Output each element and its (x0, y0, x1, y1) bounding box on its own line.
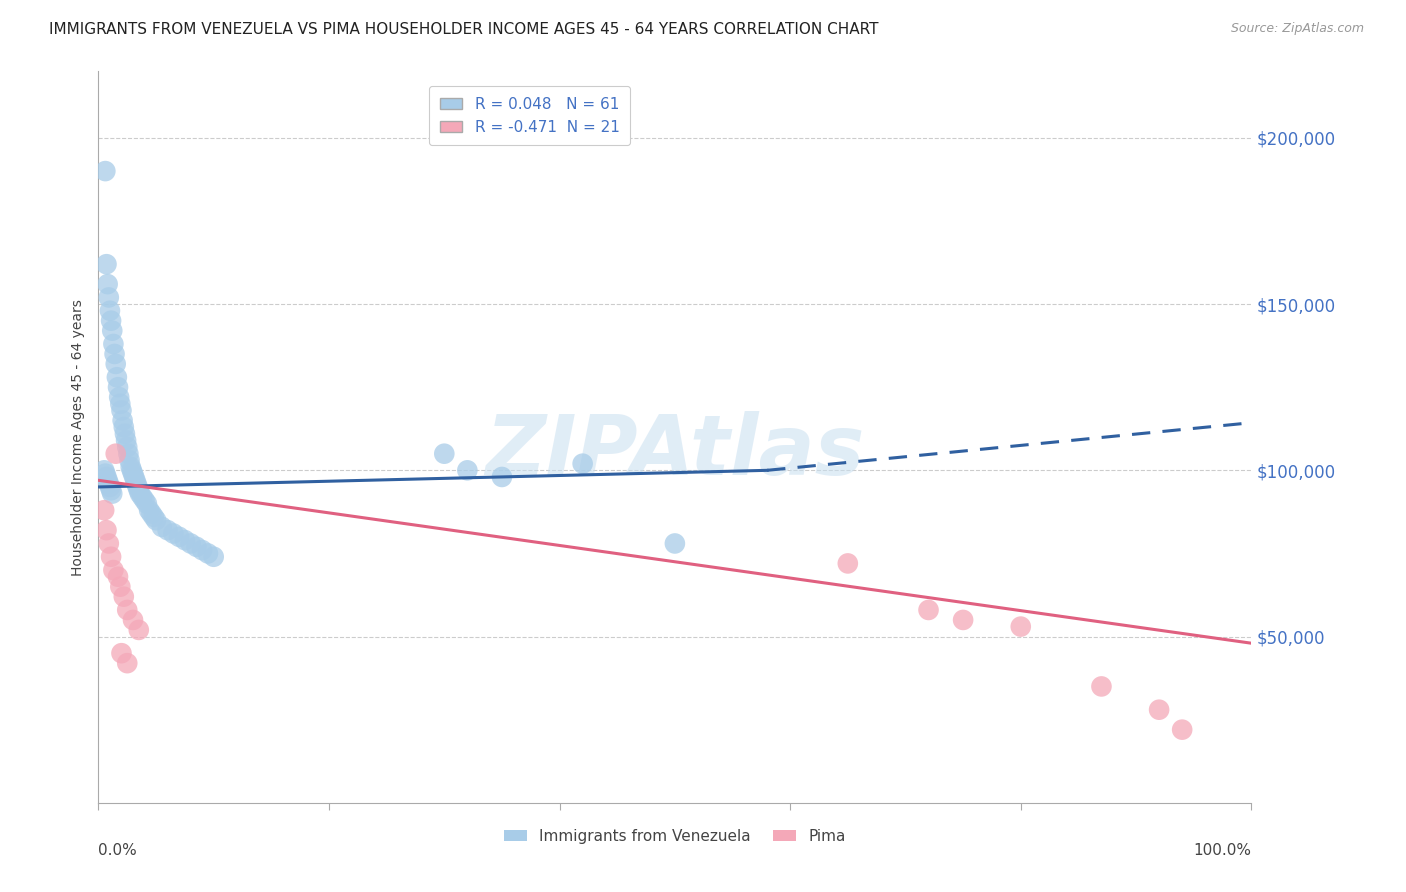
Point (93, 503, 115, 517)
Point (94, 164, 117, 178)
Point (120, 460, 142, 475)
Text: 100.0%: 100.0% (1194, 843, 1251, 858)
Point (112, 420, 135, 434)
Point (202, 549, 225, 564)
Point (433, 447, 456, 461)
Point (186, 540, 208, 554)
Text: ZIPAtlas: ZIPAtlas (485, 411, 865, 492)
Point (110, 646, 132, 660)
Point (837, 557, 859, 571)
Point (117, 447, 139, 461)
Legend: Immigrants from Venezuela, Pima: Immigrants from Venezuela, Pima (498, 822, 852, 850)
Point (98, 303, 121, 318)
Point (110, 403, 132, 417)
Point (101, 486, 124, 500)
Text: Source: ZipAtlas.com: Source: ZipAtlas.com (1230, 22, 1364, 36)
Point (117, 440, 139, 454)
Point (174, 533, 197, 548)
Text: 0.0%: 0.0% (98, 843, 138, 858)
Point (114, 426, 136, 441)
Point (917, 603, 939, 617)
Point (117, 603, 139, 617)
Point (97, 473, 120, 487)
Point (96, 470, 118, 484)
Point (97, 476, 120, 491)
Point (127, 480, 149, 494)
Point (103, 563, 125, 577)
Point (100, 483, 122, 498)
Point (101, 324, 124, 338)
Y-axis label: Householder Income Ages 45 - 64 years: Householder Income Ages 45 - 64 years (70, 299, 84, 575)
Point (108, 390, 131, 404)
Point (112, 590, 135, 604)
Point (118, 453, 141, 467)
Point (491, 470, 513, 484)
Point (110, 580, 132, 594)
Point (122, 613, 145, 627)
Point (142, 509, 165, 524)
Point (1147, 703, 1170, 717)
Point (107, 570, 129, 584)
Point (138, 503, 160, 517)
Point (103, 337, 125, 351)
Point (100, 549, 122, 564)
Point (150, 520, 173, 534)
Point (129, 486, 152, 500)
Point (96, 257, 118, 271)
Point (122, 467, 145, 481)
Point (456, 463, 478, 477)
Point (96, 523, 118, 537)
Point (111, 413, 134, 427)
Point (141, 507, 163, 521)
Point (128, 623, 150, 637)
Point (107, 380, 129, 394)
Point (103, 347, 125, 361)
Text: IMMIGRANTS FROM VENEZUELA VS PIMA HOUSEHOLDER INCOME AGES 45 - 64 YEARS CORRELAT: IMMIGRANTS FROM VENEZUELA VS PIMA HOUSEH… (49, 22, 879, 37)
Point (104, 447, 127, 461)
Point (105, 370, 128, 384)
Point (97, 536, 120, 550)
Point (134, 493, 156, 508)
Point (197, 546, 219, 560)
Point (94, 467, 117, 481)
Point (125, 476, 148, 491)
Point (1171, 723, 1194, 737)
Point (180, 536, 202, 550)
Point (110, 397, 132, 411)
Point (952, 613, 974, 627)
Point (124, 473, 146, 487)
Point (98, 480, 121, 494)
Point (135, 497, 157, 511)
Point (104, 357, 127, 371)
Point (115, 434, 138, 448)
Point (664, 536, 686, 550)
Point (93, 463, 115, 477)
Point (122, 470, 145, 484)
Point (167, 530, 190, 544)
Point (162, 526, 184, 541)
Point (100, 314, 122, 328)
Point (156, 523, 179, 537)
Point (117, 656, 139, 670)
Point (97, 277, 120, 292)
Point (1010, 619, 1032, 633)
Point (121, 463, 143, 477)
Point (145, 513, 167, 527)
Point (131, 490, 153, 504)
Point (191, 543, 214, 558)
Point (571, 457, 593, 471)
Point (128, 483, 150, 498)
Point (1090, 680, 1112, 694)
Point (97, 290, 120, 304)
